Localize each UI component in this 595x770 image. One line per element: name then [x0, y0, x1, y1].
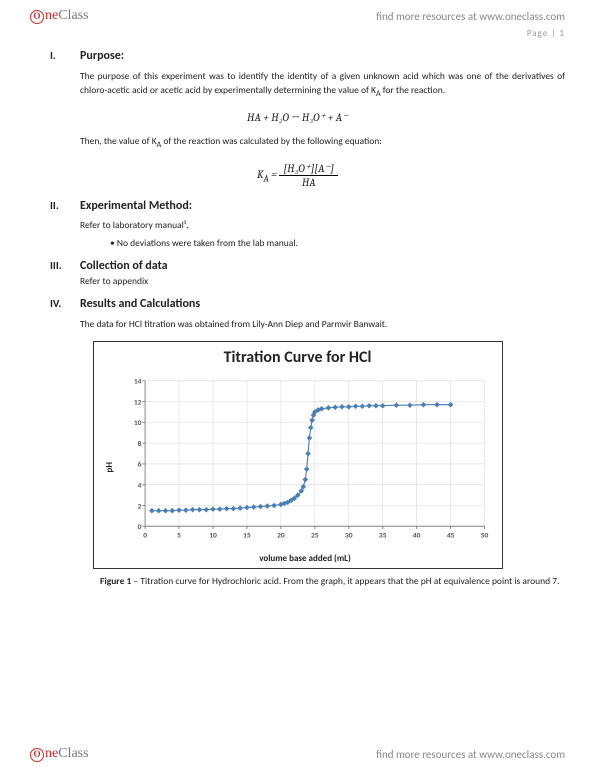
svg-text:15: 15 [243, 531, 251, 540]
logo-icon: O [30, 748, 44, 762]
resource-link: find more resources at www.oneclass.com [376, 10, 565, 23]
figure-caption: Figure 1 – Titration curve for Hydrochlo… [100, 575, 565, 588]
logo-text-one: ne [45, 746, 58, 762]
brand-logo: O ne Class [30, 8, 89, 24]
svg-text:40: 40 [412, 531, 420, 540]
section-method: II. Experimental Method: [80, 199, 565, 213]
svg-text:2: 2 [137, 502, 141, 511]
method-text: Refer to laboratory manual¹. [80, 219, 565, 231]
svg-text:10: 10 [133, 419, 141, 428]
method-bullet: No deviations were taken from the lab ma… [110, 237, 565, 249]
titration-chart: Titration Curve for HCl pH 0 2 4 6 8 10 12 14 0 5… [93, 341, 503, 569]
roman-purpose: I. [50, 49, 80, 62]
brand-logo-footer: O ne Class [30, 746, 89, 762]
page-header: O ne Class find more resources at www.on… [30, 8, 565, 24]
resource-link-footer: find more resources at www.oneclass.com [376, 748, 565, 761]
title-results: Results and Calculations [80, 297, 200, 311]
chart-plot-area: 0 2 4 6 8 10 12 14 0 5 10 15 20 25 30 35 40 45 50 [119, 371, 492, 551]
svg-text:50: 50 [480, 531, 488, 540]
svg-text:8: 8 [137, 440, 141, 449]
data-text: Refer to appendix [80, 275, 565, 287]
svg-text:35: 35 [378, 531, 386, 540]
svg-text:30: 30 [344, 531, 352, 540]
svg-text:0: 0 [137, 523, 141, 532]
purpose-text-2: Then, the value of KA of the reaction wa… [80, 134, 565, 152]
svg-text:14: 14 [133, 378, 141, 387]
logo-text-class: Class [58, 746, 88, 762]
svg-text:4: 4 [137, 482, 141, 491]
svg-text:6: 6 [137, 461, 141, 470]
svg-text:45: 45 [446, 531, 454, 540]
title-purpose: Purpose: [80, 49, 124, 63]
logo-icon: O [30, 10, 44, 24]
results-text: The data for HCl titration was obtained … [80, 317, 565, 331]
chart-svg: 0 2 4 6 8 10 12 14 0 5 10 15 20 25 30 35 40 45 50 [119, 371, 492, 551]
roman-data: III. [50, 259, 80, 272]
logo-text-class: Class [58, 8, 88, 24]
section-purpose: I. Purpose: [80, 49, 565, 63]
purpose-text: The purpose of this experiment was to id… [80, 69, 565, 101]
chart-title: Titration Curve for HCl [104, 348, 492, 367]
chart-ylabel: pH [104, 462, 115, 473]
svg-text:25: 25 [311, 531, 319, 540]
logo-text-one: ne [45, 8, 58, 24]
equation-2: KA = [H₃O⁺][A⁻] HA [30, 162, 565, 189]
page-footer: O ne Class find more resources at www.on… [30, 746, 565, 762]
chart-xlabel: volume base added (mL) [119, 553, 492, 564]
svg-text:12: 12 [133, 398, 141, 407]
roman-method: II. [50, 199, 80, 212]
roman-results: IV. [50, 297, 80, 310]
title-method: Experimental Method: [80, 199, 192, 213]
section-results: IV. Results and Calculations [80, 297, 565, 311]
section-data: III. Collection of data Refer to appendi… [80, 259, 565, 287]
page-number: Page | 1 [30, 28, 565, 39]
equation-1: HA + H₂O → H₃O⁺ + A⁻ [30, 111, 565, 124]
svg-text:5: 5 [177, 531, 181, 540]
svg-text:20: 20 [277, 531, 285, 540]
svg-text:10: 10 [209, 531, 217, 540]
title-data: Collection of data [80, 259, 168, 273]
svg-text:0: 0 [143, 531, 147, 540]
